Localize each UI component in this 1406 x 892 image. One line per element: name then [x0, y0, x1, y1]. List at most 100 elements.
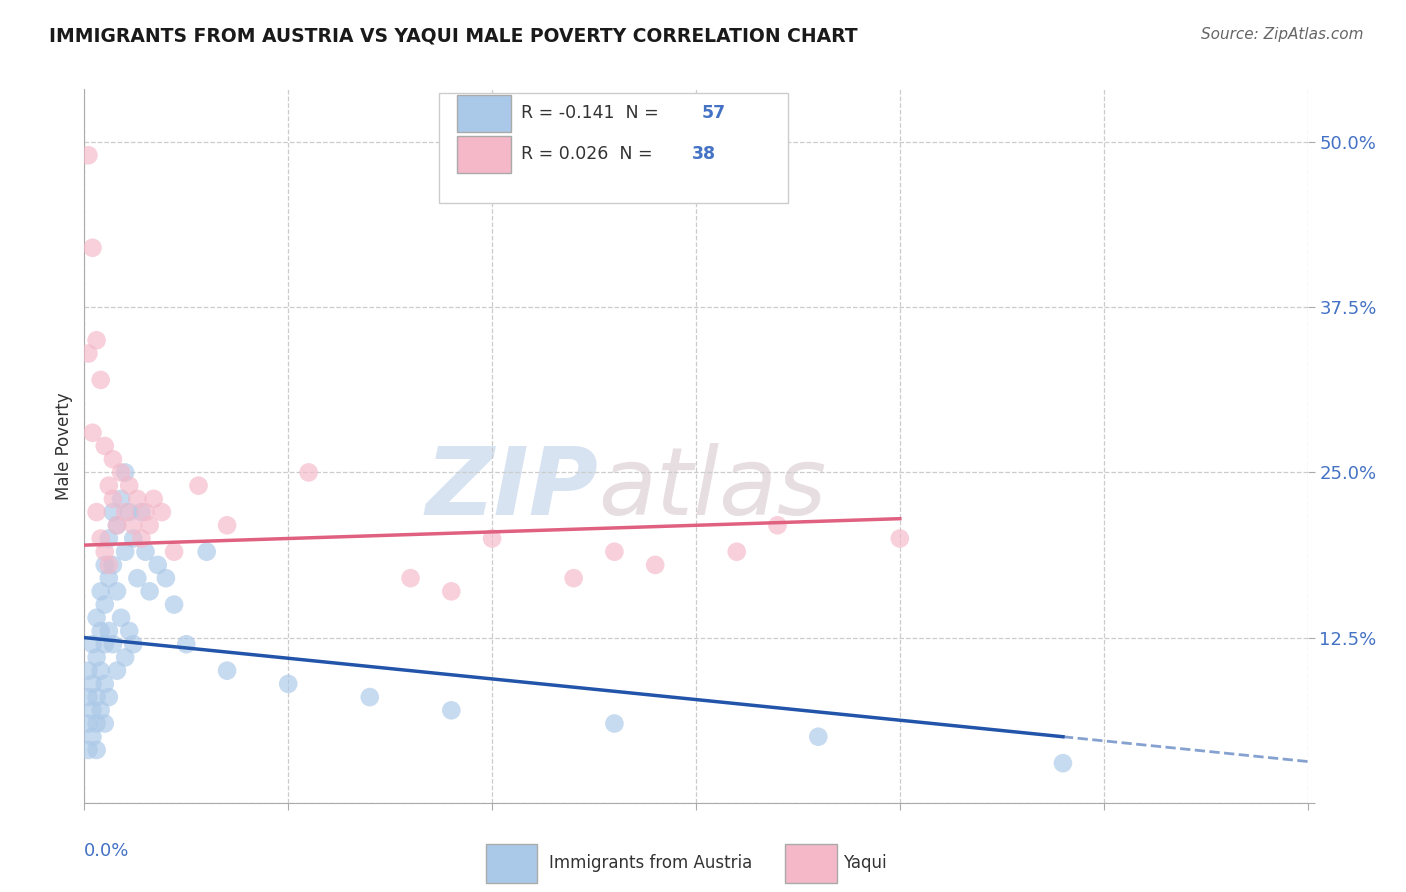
Point [110, 466, 132, 480]
Point [114, 545, 136, 559]
Point [105, 518, 128, 533]
Text: 38: 38 [692, 145, 717, 163]
Point [155, 571, 177, 585]
Point [90, 664, 112, 678]
Point [110, 491, 132, 506]
Point [889, 532, 911, 546]
Point [766, 518, 789, 533]
Point [217, 664, 239, 678]
Point [86, 611, 108, 625]
Point [163, 598, 186, 612]
Text: atlas: atlas [598, 443, 827, 534]
Point [97, 532, 120, 546]
Point [101, 637, 124, 651]
Point [122, 637, 145, 651]
FancyBboxPatch shape [457, 95, 512, 132]
Point [97, 571, 120, 585]
Point [93, 598, 115, 612]
Y-axis label: Male Poverty: Male Poverty [55, 392, 73, 500]
Point [277, 677, 299, 691]
Point [82, 703, 104, 717]
Point [82, 241, 104, 255]
Point [86, 333, 108, 347]
Point [77, 743, 100, 757]
Point [82, 637, 104, 651]
Point [603, 545, 626, 559]
Point [97, 558, 120, 572]
Point [127, 571, 149, 585]
Point [217, 518, 239, 533]
Point [725, 545, 748, 559]
Point [90, 703, 112, 717]
Point [298, 466, 321, 480]
Point [86, 650, 108, 665]
Point [93, 677, 115, 691]
Point [93, 637, 115, 651]
Point [440, 703, 463, 717]
Point [105, 584, 128, 599]
Point [807, 730, 830, 744]
Text: IMMIGRANTS FROM AUSTRIA VS YAQUI MALE POVERTY CORRELATION CHART: IMMIGRANTS FROM AUSTRIA VS YAQUI MALE PO… [49, 27, 858, 45]
Point [86, 743, 108, 757]
Text: ZIP: ZIP [425, 442, 598, 535]
FancyBboxPatch shape [457, 136, 512, 173]
Point [174, 637, 197, 651]
FancyBboxPatch shape [786, 844, 837, 883]
Point [359, 690, 381, 704]
Text: R = 0.026  N =: R = 0.026 N = [522, 145, 658, 163]
Point [101, 491, 124, 506]
Point [93, 716, 115, 731]
Point [131, 505, 153, 519]
Point [101, 558, 124, 572]
Point [146, 558, 169, 572]
Point [82, 677, 104, 691]
Point [135, 505, 157, 519]
Point [644, 558, 666, 572]
Point [97, 690, 120, 704]
Point [135, 545, 157, 559]
Point [90, 584, 112, 599]
Point [105, 518, 128, 533]
Point [77, 148, 100, 162]
Point [138, 584, 160, 599]
Point [97, 624, 120, 638]
Point [122, 532, 145, 546]
Text: Immigrants from Austria: Immigrants from Austria [550, 855, 752, 872]
Text: Source: ZipAtlas.com: Source: ZipAtlas.com [1201, 27, 1364, 42]
Point [122, 518, 145, 533]
Point [77, 716, 100, 731]
Point [77, 346, 100, 360]
Point [131, 532, 153, 546]
Point [114, 650, 136, 665]
Text: 0.0%: 0.0% [84, 842, 129, 860]
Point [77, 664, 100, 678]
FancyBboxPatch shape [439, 93, 787, 203]
Point [82, 730, 104, 744]
Point [127, 491, 149, 506]
Point [399, 571, 422, 585]
Point [77, 690, 100, 704]
Point [93, 558, 115, 572]
Point [101, 452, 124, 467]
Point [142, 491, 165, 506]
Point [114, 505, 136, 519]
Point [1052, 756, 1074, 771]
Text: Yaqui: Yaqui [842, 855, 886, 872]
Point [440, 584, 463, 599]
Point [114, 466, 136, 480]
Point [110, 611, 132, 625]
Point [86, 716, 108, 731]
Point [93, 545, 115, 559]
FancyBboxPatch shape [485, 844, 537, 883]
Text: 57: 57 [702, 104, 727, 122]
Point [562, 571, 585, 585]
Point [118, 505, 141, 519]
Point [97, 478, 120, 492]
Point [93, 439, 115, 453]
Point [603, 716, 626, 731]
Point [481, 532, 503, 546]
Point [86, 690, 108, 704]
Point [90, 624, 112, 638]
Point [86, 505, 108, 519]
Point [101, 505, 124, 519]
